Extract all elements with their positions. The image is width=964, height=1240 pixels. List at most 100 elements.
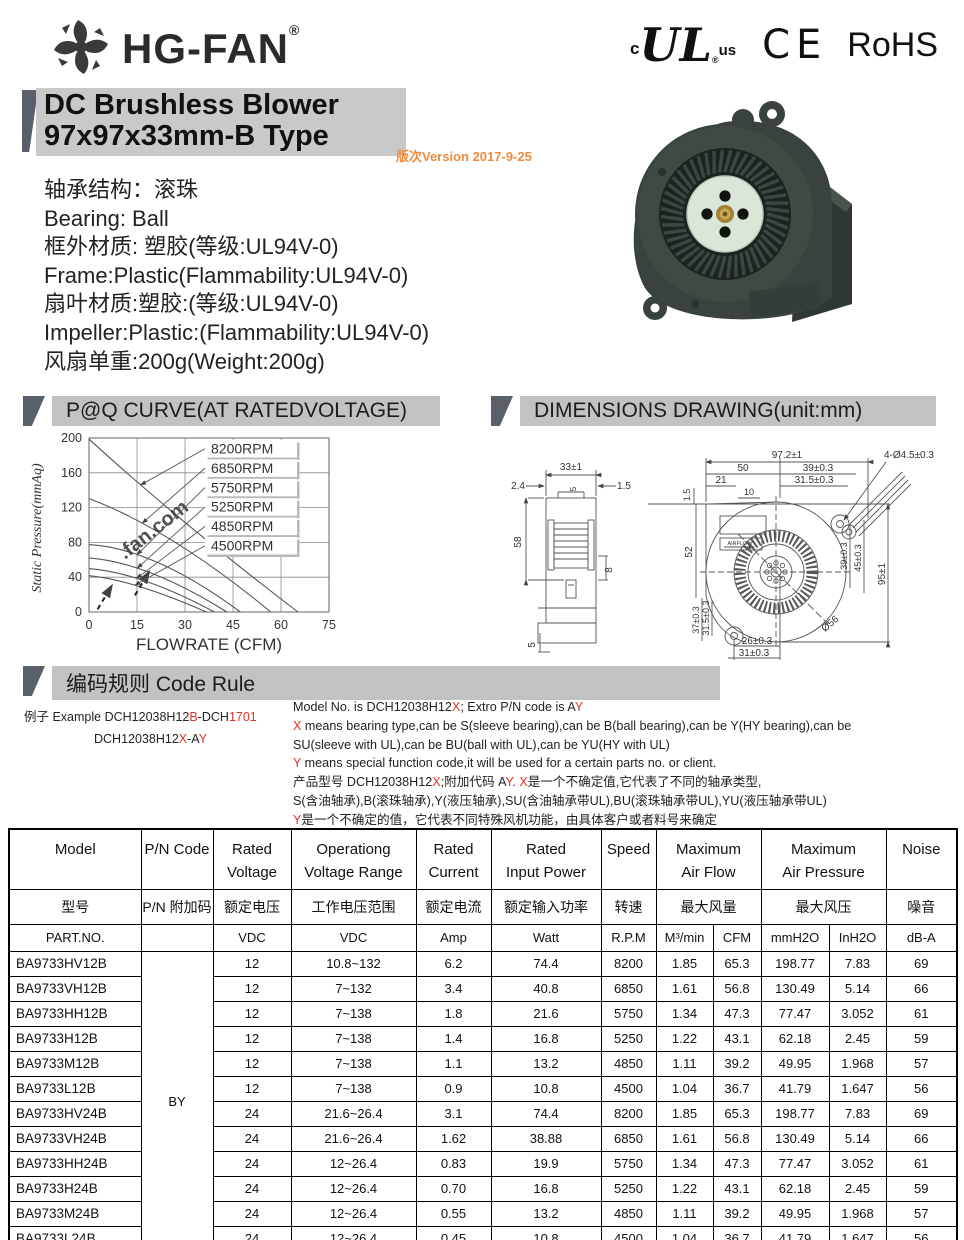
value-cell: 6850 [600,1125,657,1152]
value-cell: 47.3 [712,1000,762,1027]
value-cell: 1.11 [655,1200,714,1227]
dims-section-title: DIMENSIONS DRAWING(unit:mm) [534,399,863,422]
value-cell: 21.6 [490,1000,602,1027]
table-body: BA9733HV12B BY 12 10.8~132 6.2 74.4 8200 1.85 65… [8,950,958,1240]
value-cell: 1.61 [655,975,714,1002]
value-cell: 49.95 [760,1200,830,1227]
value-cell: 65.3 [712,1100,762,1127]
value-cell: 56 [885,1075,958,1102]
value-cell: 36.7 [712,1075,762,1102]
dim-label: 2.4 [511,481,525,492]
value-cell: 1.647 [828,1225,887,1240]
value-cell: 61 [885,1000,958,1027]
value-cell: 39.2 [712,1200,762,1227]
value-cell: 41.79 [760,1075,830,1102]
value-cell: 10.8 [490,1075,602,1102]
pn-code-cell: BY [140,950,214,1240]
value-cell: 4500 [600,1075,657,1102]
model-cell: BA9733M24B [8,1200,142,1227]
code-rule-section-title: 编码规则 Code Rule [66,673,256,696]
value-cell: 4850 [600,1050,657,1077]
value-cell: 24 [212,1200,292,1227]
value-cell: 2.45 [828,1175,887,1202]
ce-mark: CE [762,22,828,68]
spec-line: 框外材质: 塑胶(等级:UL94V-0) [44,234,339,260]
spec-line: 轴承结构：滚珠 [44,177,199,202]
value-cell: 13.2 [490,1050,602,1077]
value-cell: 1.11 [655,1050,714,1077]
model-cell: BA9733HV24B [8,1100,142,1127]
dim-label: 58 [513,536,524,548]
value-cell: 12 [212,1075,292,1102]
value-cell: 12 [212,1050,292,1077]
dim-label: 31.5±0.3 [701,601,711,636]
value-cell: 7~132 [290,975,417,1002]
value-cell: 0.70 [415,1175,492,1202]
dimensions-drawing: 33±1 2.4 1.5 58 8 5 5 97.2±1 50 21 10 39… [511,450,934,660]
brand-name: HG-FAN® [122,21,301,72]
table-row: BA9733H12B 12 7~138 1.4 16.8 5250 1.22 43.1 62.1… [8,1025,958,1052]
svg-text:120: 120 [61,501,82,515]
value-cell: 62.18 [760,1025,830,1052]
value-cell: 12~26.4 [290,1175,417,1202]
svg-text:40: 40 [68,570,82,584]
header-logo: HG-FAN® [48,14,300,80]
model-cell: BA9733HH24B [8,1150,142,1177]
value-cell: 1.4 [415,1025,492,1052]
dim-label: Ø56 [820,614,842,635]
value-cell: 24 [212,1100,292,1127]
value-cell: 41.79 [760,1225,830,1240]
value-cell: 77.47 [760,1150,830,1177]
col-range: Operationg Voltage Range [290,828,417,890]
value-cell: 1.62 [415,1125,492,1152]
value-cell: 7~138 [290,1025,417,1052]
code-rule-line: Y是一个不确定的值，它代表不同特殊风机功能，由具体客户或者料号来确定 [293,812,717,827]
value-cell: 12~26.4 [290,1150,417,1177]
value-cell: 24 [212,1125,292,1152]
value-cell: 56 [885,1225,958,1240]
svg-text:5750RPM: 5750RPM [211,479,273,495]
svg-text:6850RPM: 6850RPM [211,460,273,476]
value-cell: 13.2 [490,1200,602,1227]
svg-text:0: 0 [86,618,93,632]
value-cell: 12 [212,1000,292,1027]
dim-label: 10 [744,487,754,497]
brand-fan-icon [54,20,108,74]
value-cell: 74.4 [490,1100,602,1127]
model-cell: BA9733HH12B [8,1000,142,1027]
value-cell: 8200 [600,1100,657,1127]
value-cell: 6850 [600,975,657,1002]
value-cell: 0.83 [415,1150,492,1177]
svg-text:5250RPM: 5250RPM [211,499,273,515]
value-cell: 5750 [600,1150,657,1177]
dim-label: 52 [684,546,695,558]
chart-x-axis-label: FLOWRATE (CFM) [136,635,282,654]
value-cell: 16.8 [490,1175,602,1202]
value-cell: 5250 [600,1025,657,1052]
value-cell: 1.647 [828,1075,887,1102]
value-cell: 21.6~26.4 [290,1125,417,1152]
value-cell: 56.8 [712,975,762,1002]
value-cell: 10.8 [490,1225,602,1240]
value-cell: 5250 [600,1175,657,1202]
chart-y-axis-label: Static Pressure(mmAq) [30,463,45,593]
table-header-units: PART.NO. VDC VDC Amp Watt R.P.M M³/min CFM m… [8,923,958,952]
model-cell: BA9733VH24B [8,1125,142,1152]
value-cell: 12~26.4 [290,1225,417,1240]
value-cell: 16.8 [490,1025,602,1052]
table-row: BA9733M12B 12 7~138 1.1 13.2 4850 1.11 39.2 49.9… [8,1050,958,1077]
airflow-label: AIRFLOW [727,541,753,547]
svg-text:0: 0 [75,605,82,619]
dim-label: 1.5 [682,489,692,502]
product-photo [600,92,960,390]
value-cell: 7~138 [290,1000,417,1027]
value-cell: 1.85 [655,1100,714,1127]
table-header-en: Model P/N Code Rated Voltage Operationg Vo… [8,828,958,890]
spec-list: 轴承结构：滚珠 Bearing: Ball 框外材质: 塑胶(等级:UL94V-… [44,176,429,376]
value-cell: 36.7 [712,1225,762,1240]
value-cell: 1.34 [655,1150,714,1177]
value-cell: 130.49 [760,975,830,1002]
value-cell: 24 [212,1225,292,1240]
value-cell: 1.04 [655,1075,714,1102]
value-cell: 1.34 [655,1000,714,1027]
